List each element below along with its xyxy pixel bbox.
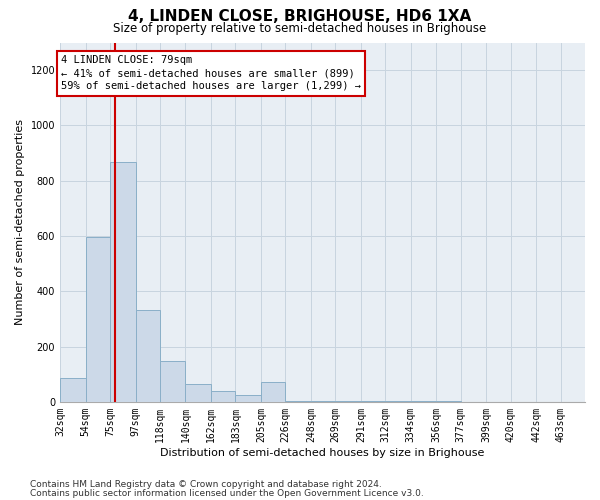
Text: 4, LINDEN CLOSE, BRIGHOUSE, HD6 1XA: 4, LINDEN CLOSE, BRIGHOUSE, HD6 1XA bbox=[128, 9, 472, 24]
Bar bbox=[335, 400, 361, 402]
Text: Contains public sector information licensed under the Open Government Licence v3: Contains public sector information licen… bbox=[30, 489, 424, 498]
Bar bbox=[86, 236, 110, 402]
Bar bbox=[361, 400, 385, 402]
Y-axis label: Number of semi-detached properties: Number of semi-detached properties bbox=[15, 119, 25, 325]
Bar bbox=[261, 382, 286, 402]
Bar bbox=[60, 378, 86, 402]
Text: Size of property relative to semi-detached houses in Brighouse: Size of property relative to semi-detach… bbox=[113, 22, 487, 35]
X-axis label: Distribution of semi-detached houses by size in Brighouse: Distribution of semi-detached houses by … bbox=[160, 448, 485, 458]
Text: 4 LINDEN CLOSE: 79sqm
← 41% of semi-detached houses are smaller (899)
59% of sem: 4 LINDEN CLOSE: 79sqm ← 41% of semi-deta… bbox=[61, 55, 361, 92]
Bar bbox=[211, 392, 235, 402]
Bar bbox=[110, 162, 136, 402]
Bar bbox=[311, 400, 335, 402]
Text: Contains HM Land Registry data © Crown copyright and database right 2024.: Contains HM Land Registry data © Crown c… bbox=[30, 480, 382, 489]
Bar bbox=[385, 401, 411, 402]
Bar bbox=[136, 310, 160, 402]
Bar bbox=[235, 396, 261, 402]
Bar bbox=[286, 400, 311, 402]
Bar bbox=[185, 384, 211, 402]
Bar bbox=[160, 361, 185, 402]
